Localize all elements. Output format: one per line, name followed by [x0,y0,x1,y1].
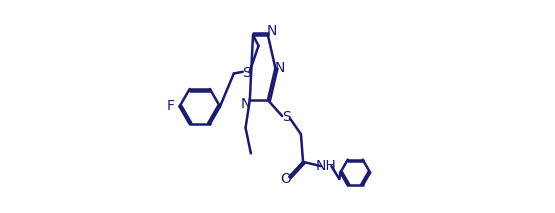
Text: F: F [167,99,175,114]
Text: O: O [280,172,291,186]
Text: S: S [281,110,290,124]
Text: NH: NH [316,159,337,173]
Text: N: N [241,97,251,111]
Text: N: N [275,61,285,75]
Text: S: S [242,66,250,81]
Text: N: N [266,24,277,38]
